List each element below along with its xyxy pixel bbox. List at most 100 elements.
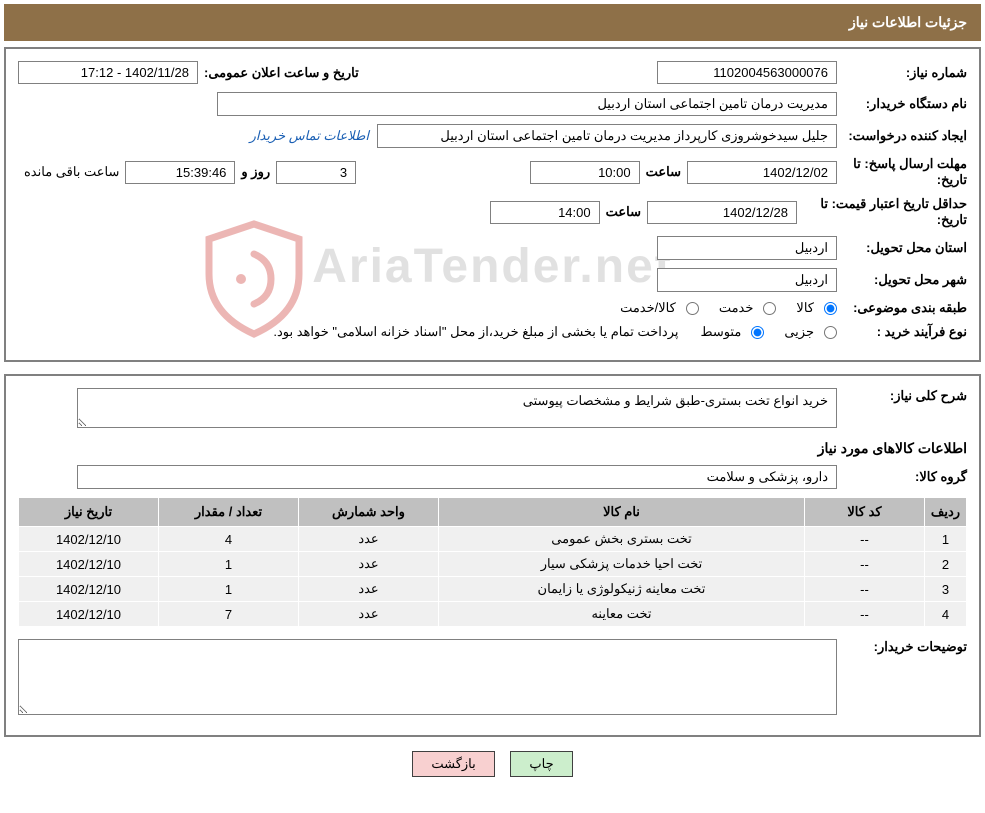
table-cell-date: 1402/12/10	[19, 577, 159, 602]
table-cell-name: تخت احیا خدمات پزشکی سیار	[439, 552, 805, 577]
validity-label: حداقل تاریخ اعتبار قیمت: تا تاریخ:	[797, 196, 967, 228]
overall-desc-label: شرح کلی نیاز:	[837, 388, 967, 404]
row-validity: حداقل تاریخ اعتبار قیمت: تا تاریخ: 1402/…	[18, 196, 967, 228]
page-header: جزئیات اطلاعات نیاز	[4, 4, 981, 41]
deadline-days: 3	[276, 161, 356, 184]
goods-info-title: اطلاعات کالاهای مورد نیاز	[18, 440, 967, 457]
overall-desc-value	[77, 388, 837, 428]
back-button[interactable]: بازگشت	[412, 751, 494, 777]
radio-goods-service-label: کالا/خدمت	[606, 300, 676, 316]
table-cell-qty: 1	[159, 552, 299, 577]
table-cell-code: --	[805, 577, 925, 602]
validity-time-label: ساعت	[600, 204, 647, 220]
table-cell-unit: عدد	[299, 552, 439, 577]
table-row: 1--تخت بستری بخش عمومیعدد41402/12/10	[19, 527, 967, 552]
deadline-remaining: ساعت باقی مانده	[18, 164, 125, 180]
th-unit: واحد شمارش	[299, 498, 439, 527]
table-cell-unit: عدد	[299, 602, 439, 627]
row-purchase-type: نوع فرآیند خرید : جزیی متوسط پرداخت تمام…	[18, 324, 967, 340]
need-number-label: شماره نیاز:	[837, 65, 967, 81]
print-button[interactable]: چاپ	[510, 751, 572, 777]
purchase-type-radios: جزیی متوسط	[686, 324, 837, 340]
buyer-notes-label: توضیحات خریدار:	[837, 639, 967, 655]
buyer-notes-value	[18, 639, 837, 715]
requester-value: جلیل سیدخوشروزی کارپرداز مدیریت درمان تا…	[377, 124, 837, 148]
deadline-time: 10:00	[530, 161, 640, 184]
radio-partial-label: جزیی	[770, 324, 814, 340]
table-cell-code: --	[805, 602, 925, 627]
table-cell-idx: 2	[925, 552, 967, 577]
goods-group-label: گروه کالا:	[837, 469, 967, 485]
row-classification: طبقه بندی موضوعی: کالا خدمت کالا/خدمت	[18, 300, 967, 316]
table-cell-date: 1402/12/10	[19, 552, 159, 577]
table-cell-date: 1402/12/10	[19, 527, 159, 552]
city-label: شهر محل تحویل:	[837, 272, 967, 288]
classification-radios: کالا خدمت کالا/خدمت	[606, 300, 837, 316]
table-cell-qty: 1	[159, 577, 299, 602]
radio-goods-label: کالا	[782, 300, 814, 316]
th-qty: تعداد / مقدار	[159, 498, 299, 527]
main-form-container: AriaTender.net شماره نیاز: 1102004563000…	[4, 47, 981, 362]
buyer-contact-link[interactable]: اطلاعات تماس خریدار	[250, 128, 377, 144]
row-buyer-notes: توضیحات خریدار:	[18, 639, 967, 715]
table-header-row: ردیف کد کالا نام کالا واحد شمارش تعداد /…	[19, 498, 967, 527]
table-cell-name: تخت معاینه ژنیکولوژی یا زایمان	[439, 577, 805, 602]
announce-label: تاریخ و ساعت اعلان عمومی:	[198, 65, 365, 81]
table-cell-code: --	[805, 527, 925, 552]
table-cell-idx: 3	[925, 577, 967, 602]
radio-medium[interactable]	[751, 326, 764, 339]
classification-label: طبقه بندی موضوعی:	[837, 300, 967, 316]
th-name: نام کالا	[439, 498, 805, 527]
radio-service-label: خدمت	[705, 300, 754, 316]
province-value: اردبیل	[657, 236, 837, 260]
deadline-countdown: 15:39:46	[125, 161, 235, 184]
table-cell-code: --	[805, 552, 925, 577]
deadline-days-label: روز و	[235, 164, 276, 180]
table-row: 2--تخت احیا خدمات پزشکی سیارعدد11402/12/…	[19, 552, 967, 577]
table-row: 3--تخت معاینه ژنیکولوژی یا زایمانعدد1140…	[19, 577, 967, 602]
table-cell-unit: عدد	[299, 527, 439, 552]
row-buyer-org: نام دستگاه خریدار: مدیریت درمان تامین اج…	[18, 92, 967, 116]
th-date: تاریخ نیاز	[19, 498, 159, 527]
th-code: کد کالا	[805, 498, 925, 527]
purchase-note: پرداخت تمام یا بخشی از مبلغ خرید،از محل …	[273, 324, 686, 340]
buyer-org-value: مدیریت درمان تامین اجتماعی استان اردبیل	[217, 92, 837, 116]
buyer-org-label: نام دستگاه خریدار:	[837, 96, 967, 112]
table-cell-name: تخت معاینه	[439, 602, 805, 627]
row-province: استان محل تحویل: اردبیل	[18, 236, 967, 260]
row-city: شهر محل تحویل: اردبیل	[18, 268, 967, 292]
table-cell-qty: 4	[159, 527, 299, 552]
announce-value: 1402/11/28 - 17:12	[18, 61, 198, 84]
goods-group-value: دارو، پزشکی و سلامت	[77, 465, 837, 489]
radio-service[interactable]	[763, 302, 776, 315]
deadline-label: مهلت ارسال پاسخ: تا تاریخ:	[837, 156, 967, 188]
row-deadline: مهلت ارسال پاسخ: تا تاریخ: 1402/12/02 سا…	[18, 156, 967, 188]
radio-goods[interactable]	[824, 302, 837, 315]
table-cell-name: تخت بستری بخش عمومی	[439, 527, 805, 552]
table-cell-unit: عدد	[299, 577, 439, 602]
purchase-type-label: نوع فرآیند خرید :	[837, 324, 967, 340]
province-label: استان محل تحویل:	[837, 240, 967, 256]
th-row: ردیف	[925, 498, 967, 527]
table-cell-date: 1402/12/10	[19, 602, 159, 627]
radio-partial[interactable]	[824, 326, 837, 339]
row-goods-group: گروه کالا: دارو، پزشکی و سلامت	[18, 465, 967, 489]
validity-date: 1402/12/28	[647, 201, 797, 224]
radio-goods-service[interactable]	[686, 302, 699, 315]
table-row: 4--تخت معاینهعدد71402/12/10	[19, 602, 967, 627]
need-number-value: 1102004563000076	[657, 61, 837, 84]
requester-label: ایجاد کننده درخواست:	[837, 128, 967, 144]
deadline-time-label: ساعت	[640, 164, 687, 180]
page-title: جزئیات اطلاعات نیاز	[849, 14, 967, 30]
action-bar: چاپ بازگشت	[4, 751, 981, 777]
radio-medium-label: متوسط	[686, 324, 741, 340]
row-overall-desc: شرح کلی نیاز:	[18, 388, 967, 428]
row-requester: ایجاد کننده درخواست: جلیل سیدخوشروزی کار…	[18, 124, 967, 148]
deadline-date: 1402/12/02	[687, 161, 837, 184]
detail-container: شرح کلی نیاز: اطلاعات کالاهای مورد نیاز …	[4, 374, 981, 737]
goods-table: ردیف کد کالا نام کالا واحد شمارش تعداد /…	[18, 497, 967, 627]
table-cell-idx: 4	[925, 602, 967, 627]
table-cell-idx: 1	[925, 527, 967, 552]
validity-time: 14:00	[490, 201, 600, 224]
row-need-number: شماره نیاز: 1102004563000076 تاریخ و ساع…	[18, 61, 967, 84]
